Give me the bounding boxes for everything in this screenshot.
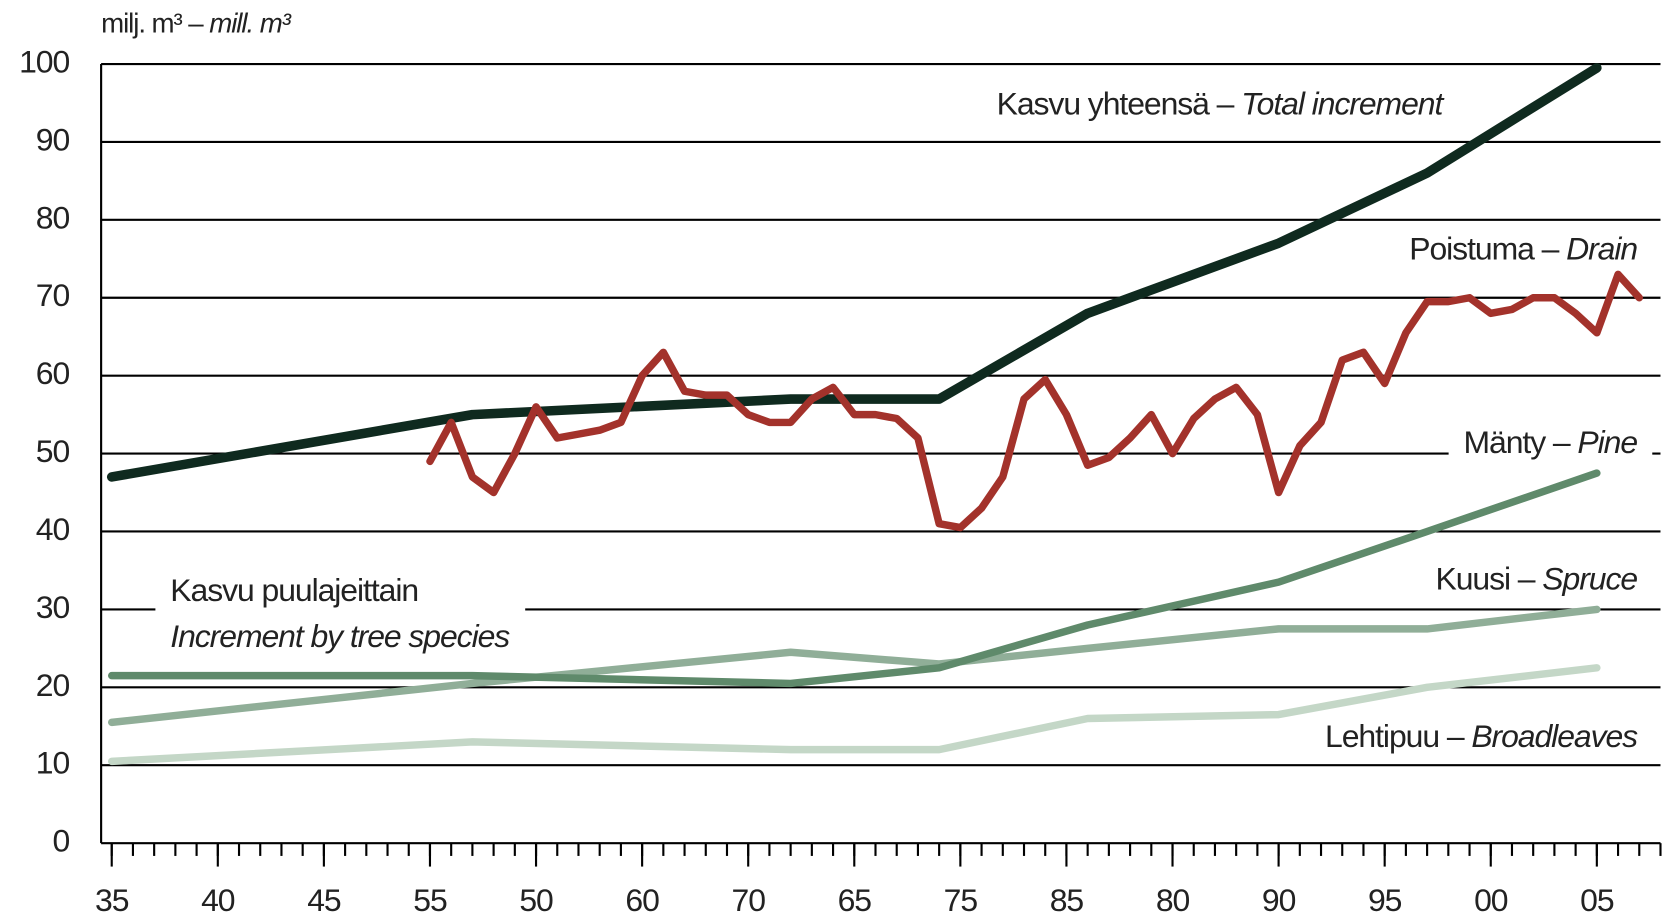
- annotation-text: Mänty – Pine: [1464, 425, 1638, 461]
- grid: [101, 62, 1661, 845]
- annotation-line: Kasvu puulajeittain: [170, 572, 418, 608]
- label-bg: [155, 570, 526, 657]
- annotation-text: Kasvu yhteensä – Total increment: [997, 86, 1445, 122]
- y-tick-label: 90: [36, 121, 70, 157]
- annotation-text: Lehtipuu – Broadleaves: [1325, 718, 1638, 754]
- annotation: Mänty – Pine: [1448, 422, 1653, 463]
- series-line: [108, 469, 1601, 688]
- annotation: Poistuma – Drain: [1394, 228, 1653, 269]
- x-tick-label: 50: [519, 882, 553, 918]
- x-tick-label: 95: [1368, 882, 1402, 918]
- y-tick-label: 80: [36, 199, 70, 235]
- x-tick-label: 70: [732, 882, 766, 918]
- annotation-plain: Poistuma –: [1409, 231, 1566, 267]
- y-tick-label: 60: [36, 355, 70, 391]
- y-axis-label: milj. m³ – mill. m³: [101, 8, 292, 39]
- x-tick-label: 65: [838, 882, 872, 918]
- label-bg: [981, 83, 1460, 125]
- x-tick-label: 05: [1580, 882, 1614, 918]
- x-tick-label: 40: [201, 882, 235, 918]
- annotation-plain: Lehtipuu –: [1325, 718, 1471, 754]
- label-bg: [1394, 228, 1653, 269]
- label-bg: [1310, 716, 1654, 757]
- annotation: Kasvu yhteensä – Total increment: [981, 83, 1460, 125]
- series-line: [106, 63, 1602, 482]
- y-tick-label: 30: [36, 589, 70, 625]
- annotation-plain: Kasvu yhteensä –: [997, 86, 1242, 122]
- annotation: Lehtipuu – Broadleaves: [1310, 716, 1654, 757]
- annotation-italic: Pine: [1577, 425, 1637, 461]
- x-tick-label: 00: [1474, 882, 1508, 918]
- annotation-italic: Increment by tree species: [170, 618, 510, 654]
- y-tick-label: 70: [36, 277, 70, 313]
- y-tick-label: 20: [36, 667, 70, 703]
- x-tick-label: 85: [1050, 882, 1084, 918]
- annotation-plain: Kuusi –: [1435, 561, 1542, 597]
- unit: milj. m³ –: [101, 8, 209, 39]
- x-tick-label: 75: [944, 882, 978, 918]
- label-bg: [1448, 422, 1653, 463]
- annotation: Kuusi – Spruce: [1420, 558, 1653, 599]
- annotation-italic: Broadleaves: [1471, 718, 1638, 754]
- annotation-italic: Total increment: [1241, 86, 1444, 122]
- annotation-plain: Mänty –: [1464, 425, 1578, 461]
- x-tick-label: 60: [625, 882, 659, 918]
- series-line: [426, 270, 1643, 532]
- y-tick-label: 50: [36, 433, 70, 469]
- y-tick-label: 0: [52, 823, 69, 859]
- annotation: Kasvu puulajeittain Increment by tree spe…: [155, 570, 526, 657]
- x-tick-label: 35: [95, 882, 129, 918]
- annotation-text: Kuusi – Spruce: [1435, 561, 1637, 597]
- annotation-text: Poistuma – Drain: [1409, 231, 1637, 267]
- x-tick-label: 55: [413, 882, 447, 918]
- series-line: [108, 664, 1601, 766]
- annotation-italic: Drain: [1566, 231, 1637, 267]
- y-tick-label: 10: [36, 745, 70, 781]
- x-tick-label: 45: [307, 882, 341, 918]
- label-bg: [1420, 558, 1653, 599]
- x-tick-label: 90: [1262, 882, 1296, 918]
- annotation-text: Kasvu puulajeittain Increment by tree spe…: [170, 572, 510, 654]
- y-tick-label: 100: [19, 43, 69, 79]
- annotation-italic: Spruce: [1542, 561, 1637, 597]
- unit-italic: mill. m³: [209, 8, 291, 39]
- y-tick-label: 40: [36, 511, 70, 547]
- x-tick-label: 80: [1156, 882, 1190, 918]
